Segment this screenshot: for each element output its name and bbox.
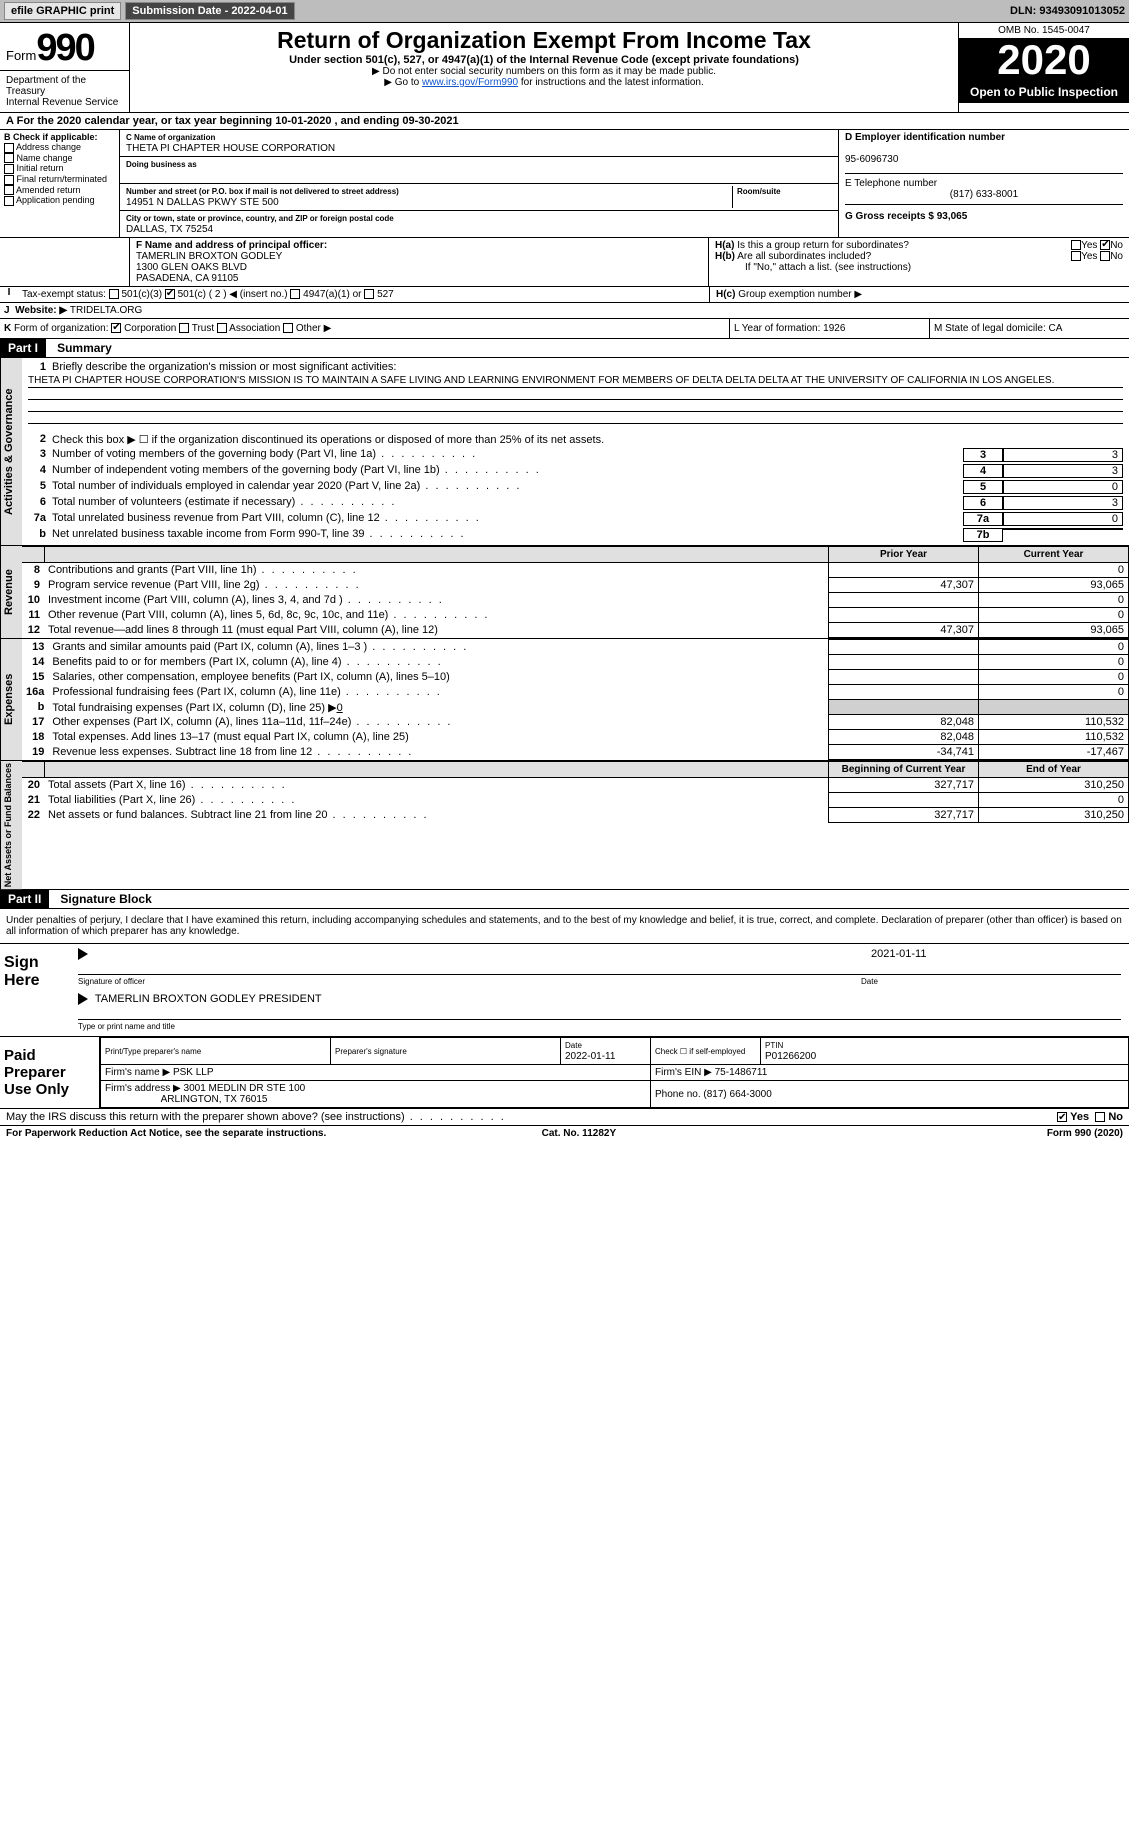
phone: (817) 633-8001 xyxy=(845,189,1123,200)
org-street: 14951 N DALLAS PKWY STE 500 xyxy=(126,197,279,208)
arrow-icon xyxy=(78,948,88,960)
cat-no: Cat. No. 11282Y xyxy=(542,1128,616,1139)
ein: 95-6096730 xyxy=(845,154,898,165)
arrow-icon xyxy=(78,993,88,1005)
open-to-public: Open to Public Inspection xyxy=(959,81,1129,103)
net-assets-table: Beginning of Current YearEnd of Year 20T… xyxy=(22,761,1129,823)
part-i-tag: Part I xyxy=(0,339,46,357)
part-ii-title: Signature Block xyxy=(52,890,159,908)
sign-here-label: Sign Here xyxy=(0,944,70,1036)
form-title: Return of Organization Exempt From Incom… xyxy=(138,27,950,54)
top-bar: efile GRAPHIC print Submission Date - 20… xyxy=(0,0,1129,22)
sidebar-expenses: Expenses xyxy=(0,639,22,760)
year-formation: L Year of formation: 1926 xyxy=(729,319,929,338)
form-footer: Form 990 (2020) xyxy=(1047,1128,1123,1139)
tax-year: 2020 xyxy=(959,39,1129,81)
goto-note: ▶ Go to www.irs.gov/Form990 for instruct… xyxy=(138,77,950,88)
tax-year-line: A For the 2020 calendar year, or tax yea… xyxy=(0,113,1129,130)
dept-treasury: Department of the Treasury Internal Reve… xyxy=(0,70,129,112)
gross-receipts: G Gross receipts $ 93,065 xyxy=(845,211,967,222)
irs-link[interactable]: www.irs.gov/Form990 xyxy=(422,77,518,88)
dln-label: DLN: 93493091013052 xyxy=(1010,5,1125,17)
submission-date-button[interactable]: Submission Date - 2022-04-01 xyxy=(125,2,294,20)
efile-button[interactable]: efile GRAPHIC print xyxy=(4,2,121,20)
state-domicile: M State of legal domicile: CA xyxy=(929,319,1129,338)
paperwork-notice: For Paperwork Reduction Act Notice, see … xyxy=(6,1128,326,1139)
website: TRIDELTA.ORG xyxy=(70,305,142,316)
expenses-table: 13Grants and similar amounts paid (Part … xyxy=(22,639,1129,760)
part-ii-tag: Part II xyxy=(0,890,49,908)
preparer-table: Print/Type preparer's name Preparer's si… xyxy=(100,1037,1129,1108)
form-subtitle: Under section 501(c), 527, or 4947(a)(1)… xyxy=(138,54,950,66)
mission-text: THETA PI CHAPTER HOUSE CORPORATION'S MIS… xyxy=(28,374,1123,388)
revenue-table: Prior YearCurrent Year 8Contributions an… xyxy=(22,546,1129,638)
sidebar-net-assets: Net Assets or Fund Balances xyxy=(0,761,22,889)
sidebar-revenue: Revenue xyxy=(0,546,22,638)
sidebar-governance: Activities & Governance xyxy=(0,358,22,545)
org-name: THETA PI CHAPTER HOUSE CORPORATION xyxy=(126,143,335,154)
ssn-note: ▶ Do not enter social security numbers o… xyxy=(138,66,950,77)
officer-name: TAMERLIN BROXTON GODLEY PRESIDENT xyxy=(95,993,322,1005)
principal-officer: F Name and address of principal officer:… xyxy=(130,238,709,286)
perjury-declaration: Under penalties of perjury, I declare th… xyxy=(0,909,1129,944)
part-i-title: Summary xyxy=(49,339,120,357)
paid-preparer-label: Paid Preparer Use Only xyxy=(0,1037,100,1108)
org-city: DALLAS, TX 75254 xyxy=(126,224,213,235)
section-b: B Check if applicable: Address change Na… xyxy=(0,130,120,237)
form-990-box: Form990 xyxy=(0,23,120,70)
